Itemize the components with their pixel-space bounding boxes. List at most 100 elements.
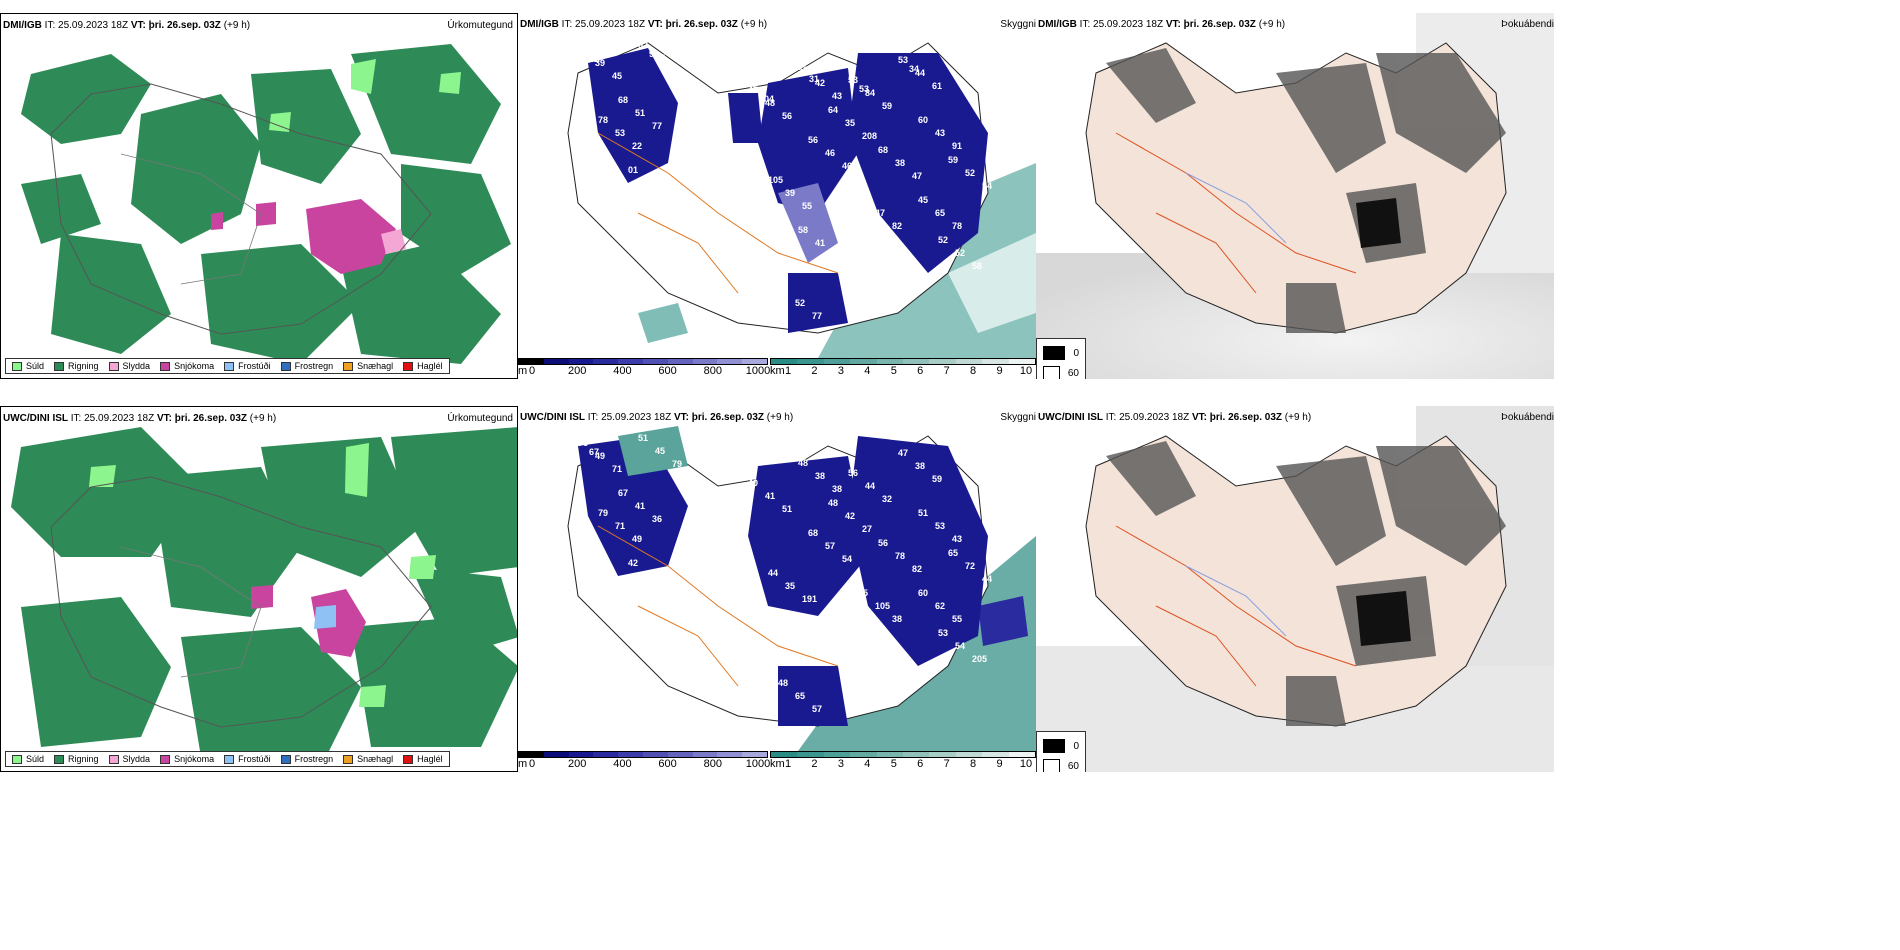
colorbar-unit: km (770, 365, 785, 377)
cloud-base-value: 191 (802, 594, 817, 604)
cloud-base-value: 44 (768, 568, 778, 578)
visibility-colorbar-row2: km 1 2 3 4 5 6 7 8 9 10 (770, 751, 1036, 772)
legend-swatch (54, 361, 65, 371)
cloud-base-value: 42 (845, 511, 855, 521)
cloud-base-value: 58 (972, 261, 982, 271)
colorbar-segment (823, 359, 851, 364)
legend-label: Haglél (417, 361, 443, 371)
legend-label: Frostregn (294, 754, 334, 764)
cloud-base-value: 53 (938, 628, 948, 638)
precip-title-row1: DMI/IGB IT: 25.09.2023 18Z VT: þri. 26.s… (3, 20, 250, 31)
legend-label: 0 (1073, 347, 1079, 359)
cloud-base-value: 113 (578, 45, 593, 55)
cloud-base-value: 67 (589, 447, 599, 457)
it-label: IT: (1105, 412, 1117, 423)
precip-legend-item: Snjókoma (160, 754, 214, 764)
colorbar-strip (518, 358, 768, 365)
cloud-base-colorbar-row1: m 0 200 400 600 800 1000 (518, 358, 770, 379)
vt-label: VT: (1191, 412, 1207, 423)
legend-label: Snjókoma (174, 754, 215, 764)
colorbar-segment (797, 752, 824, 757)
legend-label: Frostúði (238, 754, 271, 764)
legend-swatch (1043, 366, 1060, 379)
cloud-base-value: 53 (615, 128, 625, 138)
colorbar-strip (770, 751, 1036, 758)
vt-value: þri. 26.sep. 03Z (665, 19, 738, 30)
colorbar-segment (982, 752, 1009, 757)
precip-legend-item: Haglél (403, 361, 443, 371)
cloud-base-value: 62 (935, 601, 945, 611)
cloud-base-value: 47 (875, 208, 885, 218)
cloud-base-value: 52 (965, 168, 975, 178)
colorbar-tick-label: 2 (811, 365, 818, 377)
cloud-base-value: 52 (938, 235, 948, 245)
cloud-base-value: 57 (812, 704, 822, 714)
fog-map-row1 (1036, 13, 1554, 379)
it-value: 25.09.2023 18Z (1119, 412, 1190, 423)
legend-swatch (1043, 759, 1060, 772)
lead-time: (+9 h) (223, 20, 251, 31)
precip-map-row1 (21, 44, 511, 364)
colorbar-segment (667, 359, 693, 364)
cloud-base-value: 47 (748, 85, 758, 95)
colorbar-segment (903, 359, 930, 364)
precip-map-row2 (11, 427, 517, 767)
cloud-base-value: 48 (828, 498, 838, 508)
colorbar-tick-label: 4 (864, 758, 871, 770)
cloud-base-value: 47 (912, 171, 922, 181)
colorbar-tick-label: 3 (837, 365, 844, 377)
colorbar-tick-label: 10 (1019, 758, 1033, 770)
legend-swatch (403, 754, 414, 764)
legend-label: Frostregn (294, 361, 334, 371)
colorbar-tick-label: 9 (996, 365, 1003, 377)
cloud-base-value: 01 (628, 165, 638, 175)
colorbar-tick-label: 9 (996, 758, 1003, 770)
cloud-base-value: 44 (915, 68, 925, 78)
colorbar-tick-label: 400 (613, 365, 632, 377)
legend-label: 0 (1073, 740, 1079, 752)
cloud-base-value: 65 (948, 548, 958, 558)
it-label: IT: (587, 412, 599, 423)
colorbar-tick-label: 8 (970, 365, 977, 377)
colorbar-segment (642, 752, 668, 757)
cloud-base-value: 51 (782, 504, 792, 514)
colorbar-tick-label: 1 (784, 758, 792, 770)
cloud-base-value: 164 (832, 251, 847, 261)
legend-swatch (280, 754, 291, 764)
panel-type-label: Úrkomutegund (447, 20, 513, 31)
cloud-base-value: 72 (965, 561, 975, 571)
precip-legend-item: Frostúði (224, 361, 271, 371)
fog-legend-item: 60 (1043, 756, 1079, 772)
legend-label: Slydda (122, 754, 151, 764)
cloud-base-value: 22 (632, 141, 642, 151)
legend-label: 60 (1067, 760, 1079, 772)
cloud-base-value: 51 (918, 508, 928, 518)
legend-swatch (343, 754, 354, 764)
cloud-base-value: 104 (759, 94, 774, 104)
precip-legend-item: Slydda (108, 754, 151, 764)
cloud-base-value: 84 (672, 66, 682, 76)
cloud-base-value: 45 (918, 195, 928, 205)
cloud-base-value: 42 (589, 54, 599, 64)
it-value: 25.09.2023 18Z (601, 412, 672, 423)
cloud-base-value: 22 (798, 618, 808, 628)
cloud-base-value: 85 (858, 588, 868, 598)
cloud-base-value: 38 (895, 158, 905, 168)
it-label: IT: (70, 413, 82, 424)
legend-swatch (1043, 739, 1066, 753)
cloud-base-value: 38 (892, 614, 902, 624)
cloud-base-value: 64 (828, 105, 838, 115)
colorbar-tick-label: 1 (784, 365, 792, 377)
visibility-colorbar-row1: km 1 2 3 4 5 6 7 8 9 10 (770, 358, 1036, 379)
cloud-base-value: 65 (795, 691, 805, 701)
legend-swatch (12, 361, 22, 371)
lead-time: (+9 h) (1258, 19, 1286, 30)
colorbar-tick-label: 800 (703, 758, 722, 770)
cloud-base-labels-row1: 113 6247515353606856780110558455270684464… (578, 40, 992, 321)
cloud-base-value: 44 (982, 574, 992, 584)
cloud-base-value: 79 (598, 508, 608, 518)
cloud-base-value: 43 (935, 128, 945, 138)
cloud-base-value: 53 (935, 521, 945, 531)
precip-panel-row2: UWC/DINI ISL IT: 25.09.2023 18Z VT: þri.… (0, 406, 518, 772)
colorbar-tick-label: 600 (658, 758, 677, 770)
